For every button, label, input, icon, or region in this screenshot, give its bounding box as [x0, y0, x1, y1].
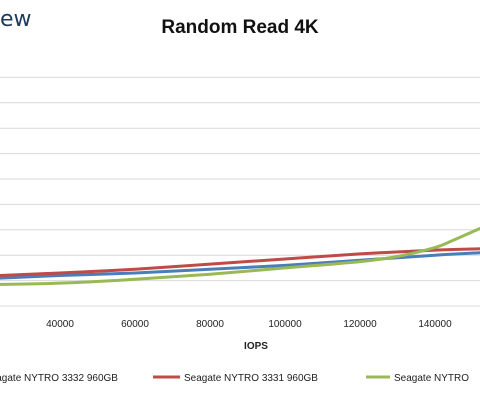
legend: Seagate NYTRO 3332 960GB Seagate NYTRO 33… [0, 373, 469, 384]
x-tick-label: 60000 [121, 319, 149, 330]
plot-series [0, 227, 480, 286]
x-tick-label: 80000 [196, 319, 224, 330]
x-axis-ticks: 40000 60000 80000 100000 120000 140000 [46, 319, 452, 330]
chart-title: Random Read 4K [161, 17, 319, 38]
legend-label-2: Seagate NYTRO 3331 960GB [184, 373, 318, 384]
legend-label-3: Seagate NYTRO [394, 373, 469, 384]
x-tick-label: 120000 [343, 319, 377, 330]
x-axis-label: IOPS [244, 341, 268, 352]
series-line-3 [0, 227, 480, 286]
brand-logo-fragment: ew [0, 7, 32, 32]
x-tick-label: 100000 [268, 319, 302, 330]
x-tick-label: 40000 [46, 319, 74, 330]
series-line-1 [0, 251, 480, 280]
legend-label-1: Seagate NYTRO 3332 960GB [0, 373, 118, 384]
gridlines [0, 76, 480, 307]
x-tick-label: 140000 [418, 319, 452, 330]
